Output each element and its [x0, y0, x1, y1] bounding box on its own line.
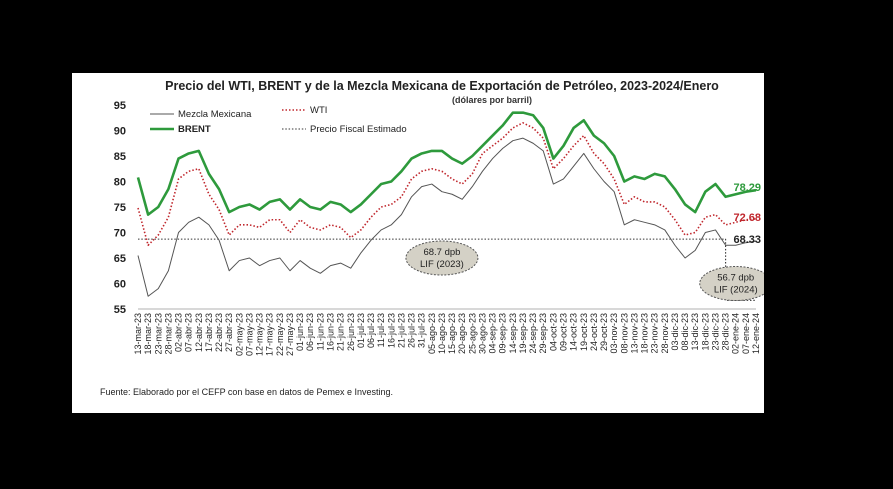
series-line-wti — [137, 122, 757, 247]
x-tick-label: 13-mar-23 — [133, 313, 143, 355]
x-tick-label: 12-may-23 — [255, 313, 265, 356]
y-tick-label: 90 — [114, 126, 126, 138]
x-tick-label: 09-sep-23 — [498, 313, 508, 354]
x-tick-label: 23-dic-23 — [710, 313, 720, 351]
y-tick-label: 70 — [114, 228, 126, 240]
chart-title: Precio del WTI, BRENT y de la Mezcla Mex… — [165, 79, 719, 93]
x-tick-label: 31-jul-23 — [417, 313, 427, 348]
annotation-label: LIF (2024) — [714, 285, 758, 296]
y-tick-label: 85 — [114, 151, 126, 163]
x-tick-label: 12-abr-23 — [194, 313, 204, 352]
line-chart: Precio del WTI, BRENT y de la Mezcla Mex… — [100, 79, 764, 397]
x-tick-label: 15-ago-23 — [447, 313, 457, 354]
y-tick-label: 75 — [114, 202, 126, 214]
x-tick-label: 07-ene-24 — [741, 313, 751, 354]
x-tick-label: 07-may-23 — [244, 313, 254, 356]
source-note: Fuente: Elaborado por el CEFP con base e… — [100, 387, 393, 397]
x-tick-label: 19-sep-23 — [518, 313, 528, 354]
x-tick-label: 17-may-23 — [265, 313, 275, 356]
x-axis: 13-mar-23 18-mar-23 23-mar-23 28-mar-23 02-a… — [133, 308, 761, 356]
x-tick-label: 13-nov-23 — [629, 313, 639, 354]
x-tick-label: 22-abr-23 — [214, 313, 224, 352]
x-tick-label: 03-dic-23 — [670, 313, 680, 351]
x-tick-label: 18-dic-23 — [700, 313, 710, 351]
x-tick-label: 02-may-23 — [234, 313, 244, 356]
x-tick-label: 08-nov-23 — [619, 313, 629, 354]
end-labels: 78.29 72.68 68.33 — [733, 182, 761, 246]
x-tick-label: 21-jun-23 — [336, 313, 346, 351]
legend-label: Precio Fiscal Estimado — [310, 124, 407, 135]
chart-subtitle: (dólares por barril) — [452, 95, 532, 105]
series-line-brent — [136, 111, 757, 216]
chart-card: Precio del WTI, BRENT y de la Mezcla Mex… — [72, 73, 764, 413]
x-tick-label: 25-ago-23 — [467, 313, 477, 354]
x-tick-label: 29-oct-23 — [599, 313, 609, 351]
x-tick-label: 14-oct-23 — [569, 313, 579, 351]
x-tick-label: 13-dic-23 — [690, 313, 700, 351]
end-value-label: 72.68 — [733, 212, 761, 224]
x-tick-label: 08-dic-23 — [680, 313, 690, 351]
x-tick-label: 06-jun-23 — [305, 313, 315, 351]
x-tick-label: 10-ago-23 — [437, 313, 447, 354]
x-tick-label: 04-oct-23 — [548, 313, 558, 351]
x-tick-label: 23-mar-23 — [153, 313, 163, 355]
legend-label: Mezcla Mexicana — [178, 109, 252, 120]
x-tick-label: 23-nov-23 — [650, 313, 660, 354]
end-value-label: 68.33 — [733, 234, 761, 246]
end-value-label: 78.29 — [733, 182, 761, 194]
x-tick-label: 17-abr-23 — [204, 313, 214, 352]
x-tick-label: 18-nov-23 — [640, 313, 650, 354]
y-axis: 55 60 65 70 75 80 85 90 95 — [114, 100, 126, 316]
x-tick-label: 11-jun-23 — [315, 313, 325, 350]
legend: Mezcla Mexicana WTI BRENT Precio Fiscal Est… — [150, 105, 407, 135]
series-line-mezcla-mexicana — [137, 137, 757, 297]
x-tick-label: 14-sep-23 — [508, 313, 518, 354]
annotation-bubble — [405, 240, 479, 276]
x-tick-label: 16-jul-23 — [386, 313, 396, 348]
x-tick-label: 21-jul-23 — [396, 313, 406, 348]
annotation-value: 68.7 dpb — [423, 247, 460, 258]
y-tick-label: 80 — [114, 177, 126, 189]
x-tick-label: 09-oct-23 — [559, 313, 569, 351]
legend-label: WTI — [310, 105, 327, 116]
x-tick-label: 11-jul-23 — [376, 313, 386, 347]
x-tick-label: 24-sep-23 — [528, 313, 538, 354]
x-tick-label: 22-may-23 — [275, 313, 285, 356]
annotation-value: 56.7 dpb — [717, 273, 754, 284]
y-tick-label: 65 — [114, 253, 126, 265]
x-tick-label: 26-jun-23 — [346, 313, 356, 351]
x-tick-label: 03-nov-23 — [609, 313, 619, 354]
x-tick-label: 04-sep-23 — [488, 313, 498, 354]
x-tick-label: 19-oct-23 — [579, 313, 589, 351]
x-tick-label: 01-jun-23 — [295, 313, 305, 351]
x-tick-label: 27-may-23 — [285, 313, 295, 356]
x-tick-label: 18-mar-23 — [143, 313, 153, 355]
x-tick-label: 02-abr-23 — [174, 313, 184, 352]
x-tick-label: 20-ago-23 — [457, 313, 467, 354]
x-tick-label: 27-abr-23 — [224, 313, 234, 352]
y-tick-label: 60 — [114, 279, 126, 291]
x-tick-label: 12-ene-24 — [751, 313, 761, 354]
x-tick-label: 02-ene-24 — [731, 313, 741, 354]
x-tick-label: 01-jul-23 — [356, 313, 366, 348]
x-tick-label: 28-mar-23 — [163, 313, 173, 355]
x-tick-label: 28-nov-23 — [660, 313, 670, 354]
x-tick-label: 26-jul-23 — [407, 313, 417, 348]
x-tick-label: 07-abr-23 — [184, 313, 194, 352]
legend-label: BRENT — [178, 124, 211, 135]
y-tick-label: 55 — [114, 304, 126, 316]
x-tick-label: 05-ago-23 — [427, 313, 437, 354]
y-tick-label: 95 — [114, 100, 126, 112]
x-tick-label: 30-ago-23 — [477, 313, 487, 354]
series-layer — [136, 111, 757, 301]
x-tick-label: 24-oct-23 — [589, 313, 599, 351]
x-tick-label: 16-jun-23 — [325, 313, 335, 351]
annotation-bubble — [699, 266, 764, 301]
x-tick-label: 06-jul-23 — [366, 313, 376, 348]
annotation-label: LIF (2023) — [420, 259, 464, 270]
x-tick-label: 29-sep-23 — [538, 313, 548, 354]
x-tick-label: 28-dic-23 — [721, 313, 731, 351]
series-line-precio-fiscal-estimado — [138, 238, 756, 301]
